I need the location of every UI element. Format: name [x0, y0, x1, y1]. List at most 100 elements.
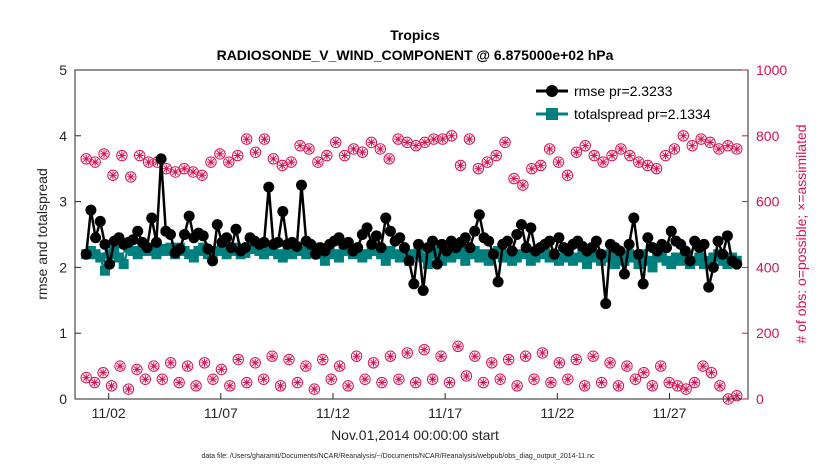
obs-possible-circle [350, 350, 363, 362]
rmse-point-16 [155, 153, 167, 165]
obs-assimilated-asterisk [530, 375, 539, 384]
totalspread-point-8 [118, 259, 129, 270]
obs-assimilated-asterisk [690, 378, 699, 387]
obs-possible-circle [384, 350, 397, 362]
obs-marker-lower-64 [621, 360, 633, 372]
obs-possible-circle [410, 376, 422, 389]
obs-possible-circle [401, 347, 413, 359]
obs-possible-circle [528, 373, 540, 385]
obs-possible-circle [215, 363, 228, 376]
obs-assimilated-asterisk [545, 144, 554, 153]
obs-marker-upper-18 [240, 133, 253, 145]
obs-possible-circle [342, 380, 354, 392]
obs-assimilated-asterisk [132, 365, 141, 374]
obs-assimilated-asterisk [208, 375, 217, 384]
totalspread-point-125 [666, 259, 677, 270]
obs-possible-circle [704, 136, 716, 149]
obs-possible-circle [148, 360, 160, 372]
obs-assimilated-asterisk [652, 164, 661, 173]
obs-possible-circle [597, 156, 609, 168]
obs-marker-lower-47 [477, 376, 490, 389]
totalspread-point-106 [577, 249, 588, 260]
obs-marker-lower-1 [88, 376, 101, 389]
obs-possible-circle [663, 376, 675, 389]
obs-assimilated-asterisk [643, 161, 652, 170]
obs-assimilated-asterisk [470, 352, 479, 361]
obs-marker-lower-7 [139, 373, 152, 385]
obs-assimilated-asterisk [723, 141, 732, 150]
obs-assimilated-asterisk [158, 375, 167, 384]
totalspread-point-88 [493, 245, 504, 256]
obs-possible-circle [443, 376, 456, 389]
obs-assimilated-asterisk [661, 151, 670, 160]
obs-possible-circle [621, 360, 633, 372]
obs-possible-circle [181, 360, 194, 372]
obs-assimilated-asterisk [518, 181, 527, 190]
obs-marker-upper-28 [330, 136, 342, 149]
obs-marker-upper-73 [731, 143, 743, 155]
totalspread-point-83 [469, 245, 480, 256]
rmse-point-110 [595, 248, 607, 260]
obs-marker-lower-25 [291, 376, 304, 389]
obs-possible-circle [562, 373, 574, 385]
rmse-point-137 [721, 230, 733, 242]
obs-assimilated-asterisk [420, 345, 429, 354]
totalspread-point-38 [259, 249, 270, 260]
obs-assimilated-asterisk [310, 385, 319, 394]
obs-marker-lower-40 [418, 343, 430, 356]
y-axis-left-label: rmse and totalspread [34, 168, 50, 300]
y-right-tick-label-3: 600 [756, 194, 780, 210]
rmse-point-3 [94, 215, 106, 227]
legend: rmse pr=2.3233 totalspread pr=2.1334 [531, 78, 741, 128]
obs-assimilated-asterisk [688, 141, 697, 150]
totalspread-point-115 [619, 255, 630, 266]
obs-assimilated-asterisk [698, 362, 707, 371]
rmse-point-1 [85, 204, 97, 216]
rmse-point-30 [221, 232, 233, 244]
y-right-tick-label-0: 0 [756, 391, 764, 407]
obs-assimilated-asterisk [296, 141, 305, 150]
obs-possible-circle [223, 156, 235, 168]
rmse-point-136 [717, 248, 729, 260]
obs-assimilated-asterisk [318, 355, 327, 364]
obs-assimilated-asterisk [278, 161, 287, 170]
obs-marker-lower-66 [638, 366, 650, 379]
obs-marker-upper-26 [312, 156, 324, 168]
obs-marker-upper-65 [659, 149, 672, 162]
obs-possible-circle [267, 153, 280, 165]
obs-assimilated-asterisk [367, 138, 376, 147]
totalspread-point-75 [432, 245, 443, 256]
obs-assimilated-asterisk [166, 358, 175, 367]
obs-possible-circle [638, 366, 650, 379]
obs-possible-circle [481, 156, 493, 168]
obs-assimilated-asterisk [293, 378, 302, 387]
obs-assimilated-asterisk [269, 154, 278, 163]
obs-marker-upper-44 [472, 163, 485, 175]
obs-assimilated-asterisk [527, 164, 536, 173]
obs-possible-circle [105, 380, 118, 392]
obs-assimilated-asterisk [394, 135, 403, 144]
y-right-tick-label-2: 400 [756, 259, 780, 275]
obs-possible-circle [274, 380, 287, 392]
obs-marker-lower-33 [359, 373, 371, 385]
rmse-series [80, 153, 743, 310]
obs-assimilated-asterisk [189, 167, 198, 176]
obs-marker-upper-23 [285, 156, 297, 168]
obs-marker-lower-45 [460, 370, 473, 382]
obs-assimilated-asterisk [135, 151, 144, 160]
rmse-point-56 [342, 236, 354, 248]
obs-possible-circle [612, 380, 625, 392]
obs-marker-upper-57 [588, 149, 600, 162]
totalspread-point-80 [455, 245, 466, 256]
footer-data-file: data file: /Users/gharamti/Documents/NCA… [201, 453, 595, 460]
obs-marker-lower-62 [604, 357, 616, 369]
obs-possible-circle [688, 376, 701, 389]
rmse-point-45 [291, 240, 303, 252]
obs-marker-upper-27 [321, 149, 333, 162]
rmse-point-42 [277, 205, 289, 217]
obs-marker-upper-19 [249, 146, 262, 158]
obs-assimilated-asterisk [369, 358, 378, 367]
obs-possible-circle [677, 130, 690, 142]
obs-marker-upper-5 [125, 171, 137, 183]
obs-possible-circle [232, 353, 244, 366]
